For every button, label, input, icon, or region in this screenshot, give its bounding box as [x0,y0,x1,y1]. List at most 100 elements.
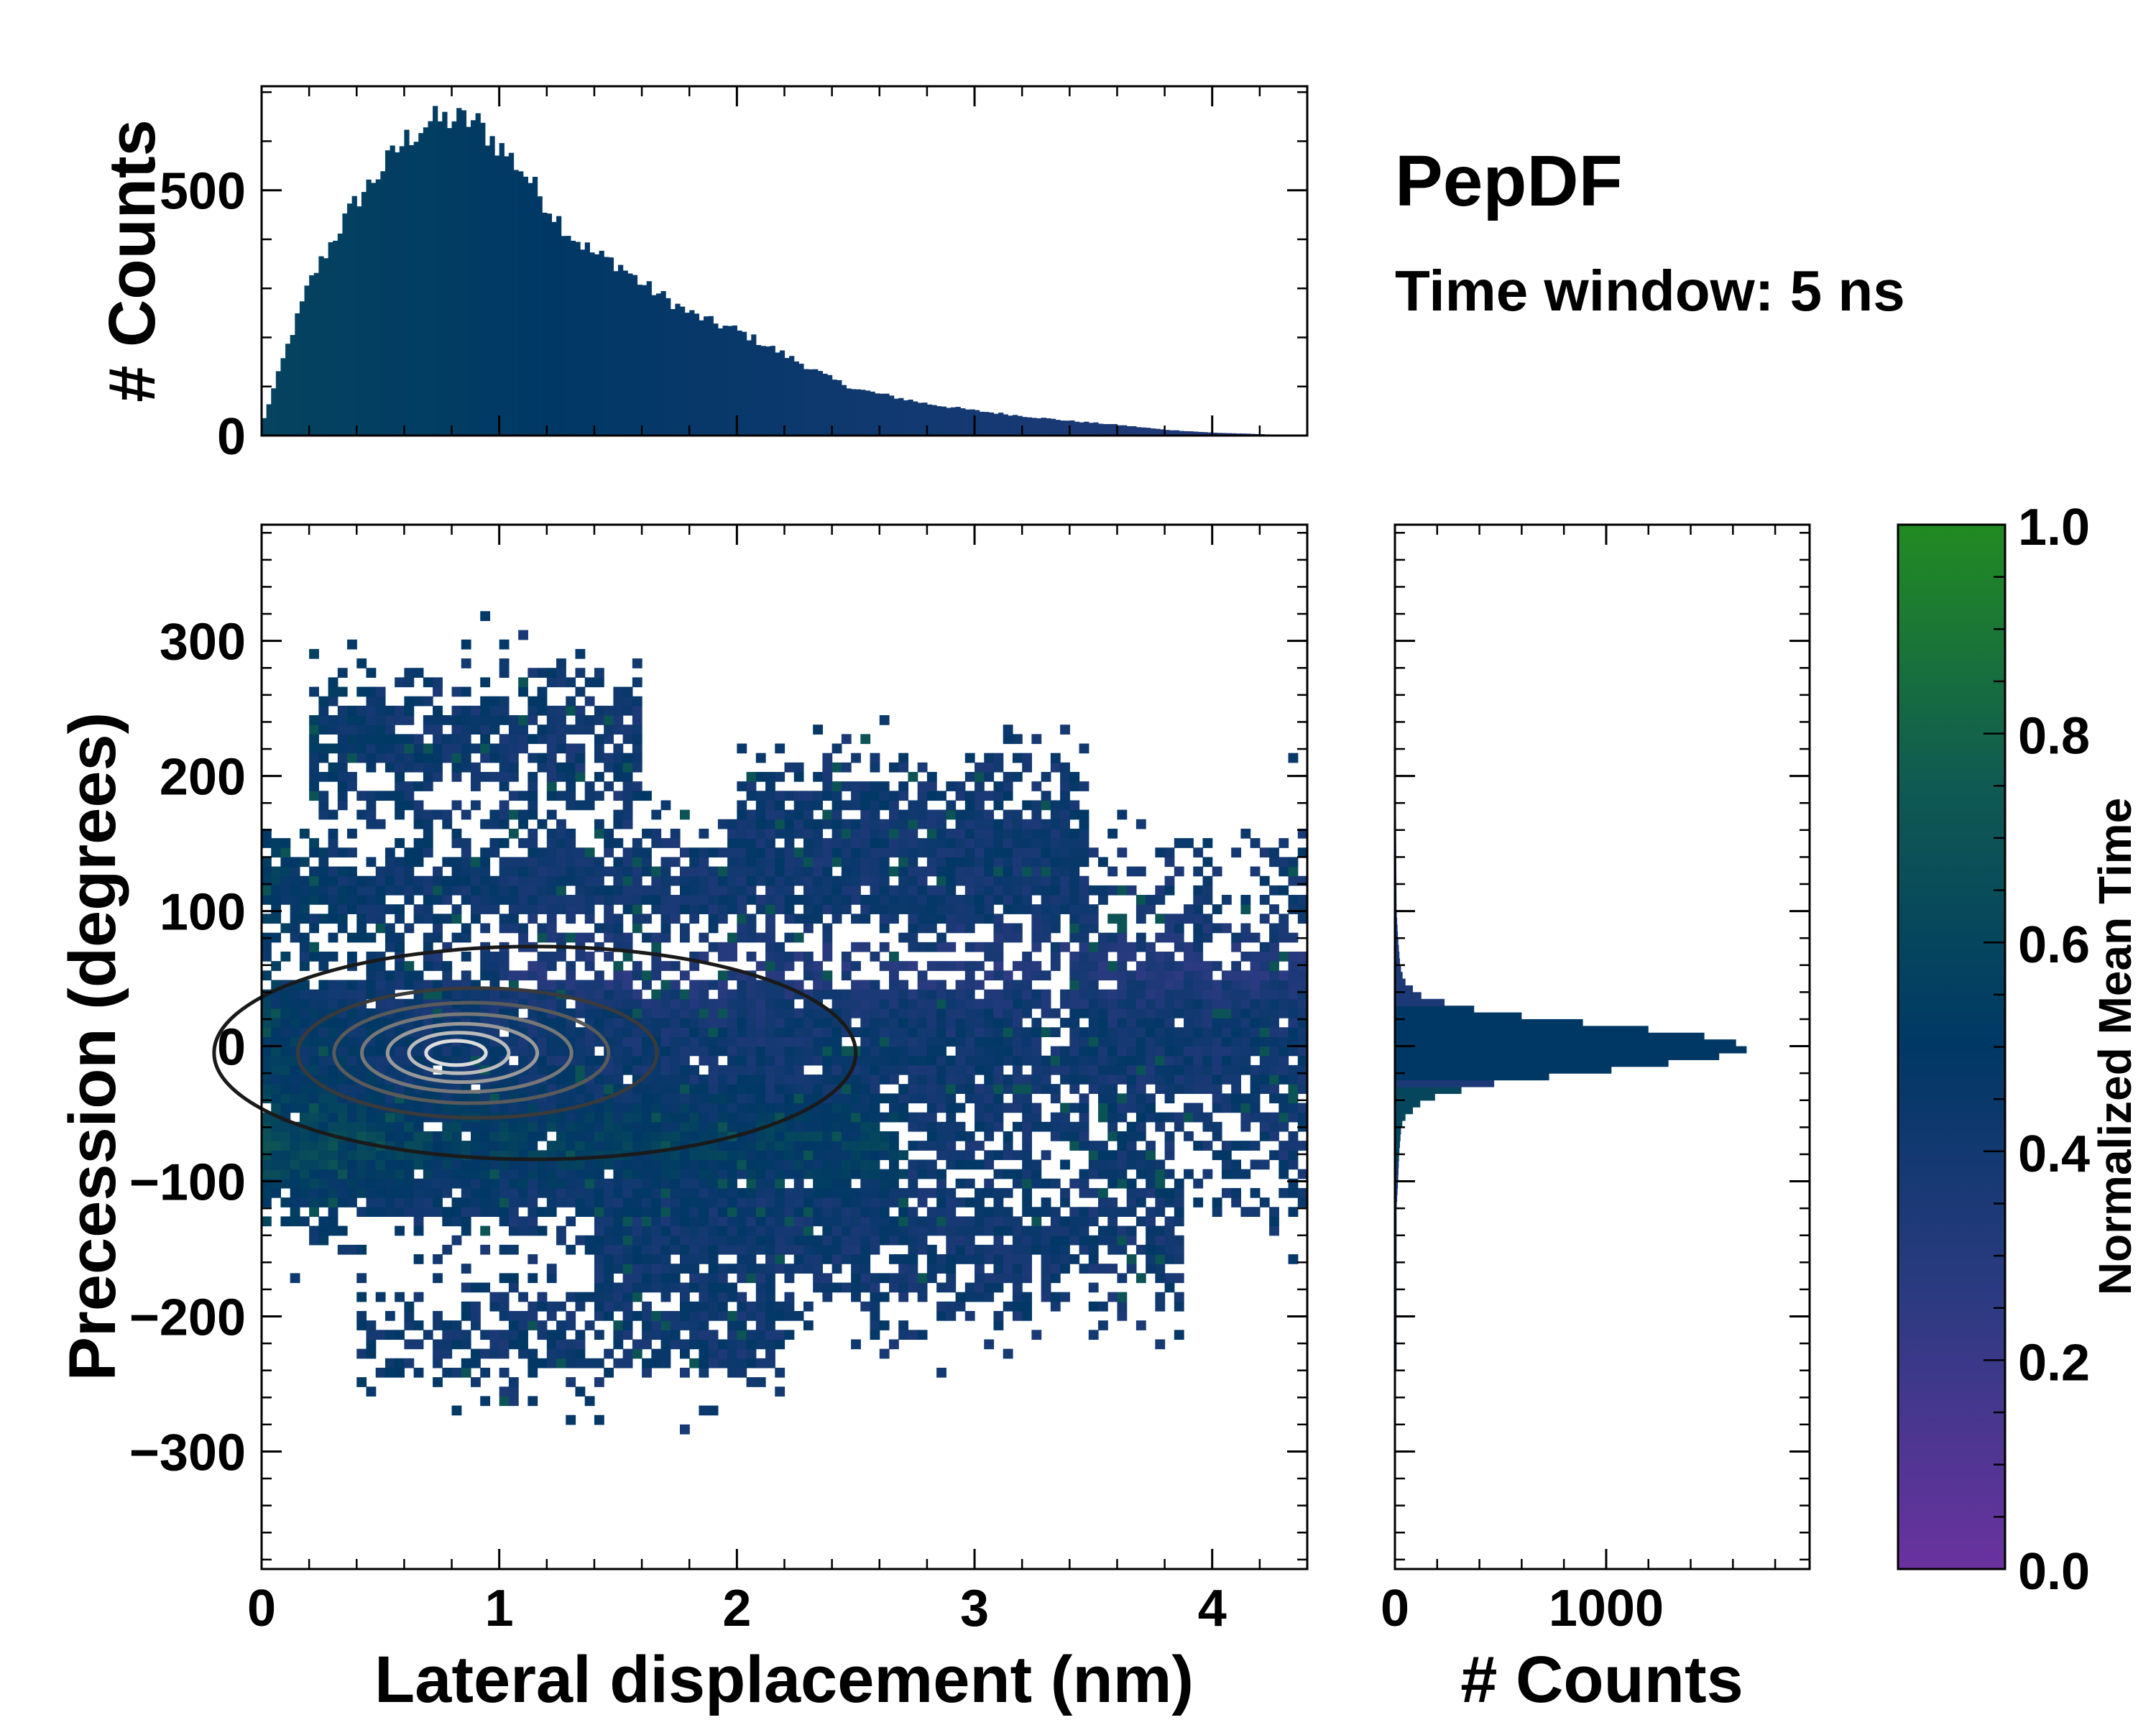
heatmap-cell [356,724,367,735]
heatmap-cell [717,989,728,1000]
heatmap-cell [784,1131,795,1141]
heatmap-cell [784,989,795,1000]
heatmap-cell [1022,819,1033,829]
heatmap-cell [1184,1169,1194,1179]
heatmap-cell [575,885,586,896]
heatmap-cell [746,914,757,924]
heatmap-cell [651,1112,662,1123]
heatmap-cell [1031,970,1042,981]
heatmap-cell [898,998,909,1009]
heatmap-cell [689,980,700,990]
heatmap-cell [575,1036,586,1047]
heatmap-cell [1098,1064,1108,1075]
heatmap-cell [318,1197,329,1208]
heatmap-cell [860,895,871,905]
heatmap-cell [1135,1055,1146,1066]
heatmap-cell [1079,819,1089,829]
heatmap-cell [727,1064,737,1075]
heatmap-cell [851,1244,861,1255]
heatmap-cell [1117,885,1128,896]
heatmap-cell [889,1131,899,1141]
heatmap-cell [622,771,633,782]
top-histogram-bar [337,234,344,436]
heatmap-cell [262,857,272,868]
heatmap-cell [518,838,528,848]
heatmap-cell [1088,1046,1099,1057]
heatmap-cell [395,1121,405,1132]
heatmap-cell [680,1187,690,1198]
heatmap-cell [328,1159,338,1170]
heatmap-cell [908,1178,918,1189]
heatmap-cell [518,819,528,829]
heatmap-cell [803,885,814,896]
heatmap-cell [870,904,880,914]
heatmap-cell [813,1075,824,1085]
heatmap-cell [1155,1018,1166,1028]
heatmap-cell [975,961,985,971]
heatmap-cell [1012,1084,1023,1094]
heatmap-cell [727,1292,737,1302]
heatmap-cell [699,1320,709,1330]
heatmap-cell [1164,1055,1175,1066]
heatmap-cell [375,923,386,934]
heatmap-cell [784,1207,795,1218]
heatmap-cell [1155,1064,1166,1075]
heatmap-cell [670,1339,681,1350]
heatmap-cell [680,1292,690,1302]
heatmap-cell [328,743,338,754]
heatmap-cell [975,1244,985,1255]
heatmap-cell [1193,961,1204,971]
heatmap-cell [908,1244,918,1255]
heatmap-cell [831,819,842,829]
heatmap-cell [280,1178,291,1189]
heatmap-cell [689,998,700,1009]
heatmap-cell [556,1141,566,1151]
heatmap-cell [765,1141,775,1151]
heatmap-cell [765,1027,775,1038]
heatmap-cell [337,1121,348,1132]
heatmap-cell [1146,1008,1156,1018]
heatmap-cell [879,1348,890,1359]
heatmap-cell [984,998,995,1009]
heatmap-cell [318,961,329,971]
heatmap-cell [993,932,1004,943]
heatmap-cell [879,914,890,924]
heatmap-cell [936,895,946,905]
heatmap-cell [546,914,557,924]
heatmap-cell [831,1121,842,1132]
heatmap-cell [1193,1036,1204,1047]
heatmap-cell [262,1075,272,1085]
heatmap-cell [423,715,433,725]
heatmap-cell [280,1103,291,1113]
top-histogram-bar [280,358,286,436]
heatmap-cell [1050,809,1061,820]
heatmap-cell [451,1169,462,1179]
heatmap-cell [1050,1121,1061,1132]
heatmap-cell [632,1131,642,1141]
heatmap-cell [841,904,852,914]
heatmap-cell [708,1330,719,1340]
heatmap-cell [508,989,519,1000]
heatmap-cell [566,932,576,943]
heatmap-cell [879,1036,890,1047]
top-histogram-bar [1074,421,1080,436]
heatmap-cell [1079,1121,1089,1132]
heatmap-cell [964,800,975,811]
heatmap-cell [290,857,300,868]
heatmap-cell [442,1348,453,1359]
heatmap-cell [1041,857,1051,868]
heatmap-cell [680,1169,690,1179]
heatmap-cell [471,1121,481,1132]
heatmap-cell [908,1169,918,1179]
heatmap-cell [727,1046,737,1057]
heatmap-cell [984,885,995,896]
heatmap-cell [461,715,471,725]
heatmap-cell [689,1112,700,1123]
heatmap-cell [879,819,890,829]
heatmap-cell [926,923,937,934]
heatmap-cell [1202,838,1213,848]
top-histogram-bar [622,270,628,436]
heatmap-cell [908,895,918,905]
heatmap-cell [1117,942,1128,952]
heatmap-cell [584,961,595,971]
